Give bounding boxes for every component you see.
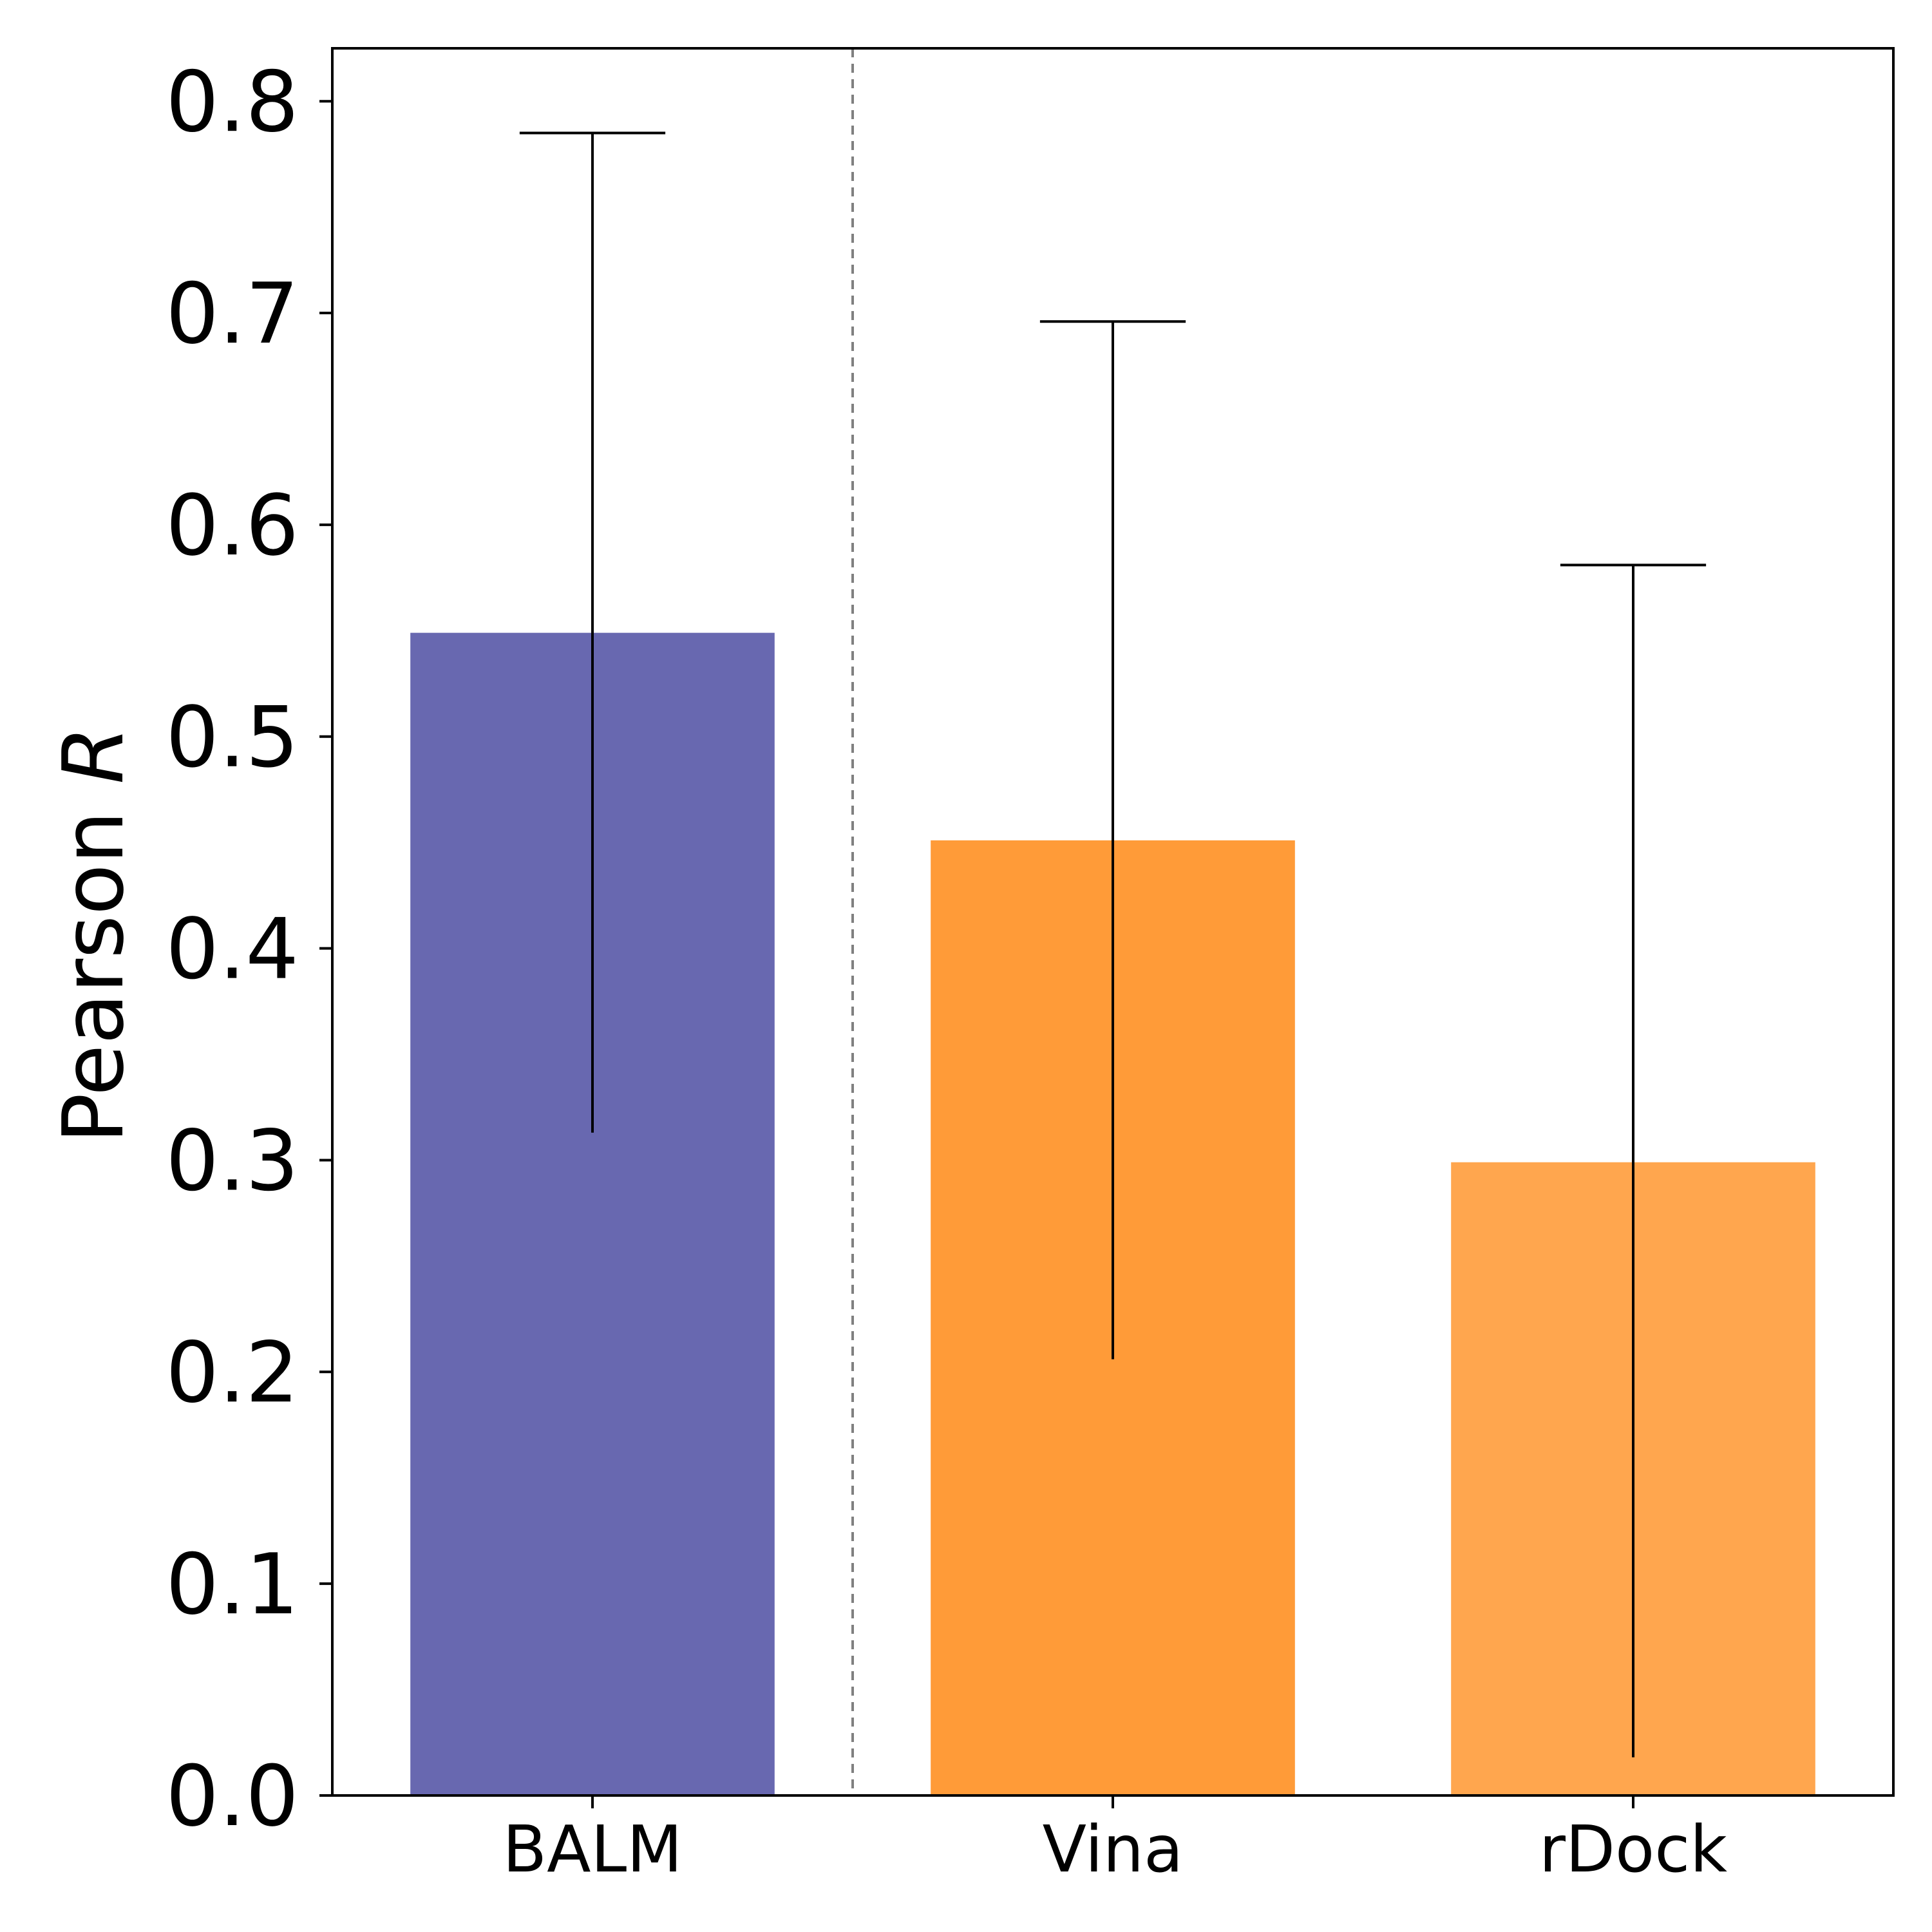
- y-axis-label-symbol: R: [44, 726, 142, 784]
- y-tick-label: 0.7: [166, 265, 299, 363]
- y-axis-label-prefix: Pearson: [44, 784, 142, 1144]
- errorbars-layer: [519, 131, 1707, 1757]
- y-tick-label: 0.2: [166, 1323, 299, 1421]
- y-axis-label: Pearson R: [44, 726, 142, 1143]
- y-tick-label: 0.5: [166, 688, 299, 786]
- y-axis-ticks: 0.0 0.1 0.2 0.3 0.4 0.5 0.6 0.7 0.8: [166, 53, 332, 1845]
- y-tick-label: 0.0: [166, 1747, 299, 1845]
- y-tick-label: 0.1: [166, 1535, 299, 1633]
- x-axis-ticks: BALM Vina rDock: [502, 1795, 1727, 1887]
- y-tick-label: 0.3: [166, 1112, 299, 1209]
- x-tick-label-balm: BALM: [502, 1812, 682, 1887]
- y-tick-label: 0.6: [166, 477, 299, 574]
- y-tick-label: 0.4: [166, 900, 299, 998]
- x-tick-label-rdock: rDock: [1539, 1812, 1727, 1887]
- y-tick-label: 0.8: [166, 53, 299, 151]
- x-tick-label-vina: Vina: [1043, 1812, 1184, 1887]
